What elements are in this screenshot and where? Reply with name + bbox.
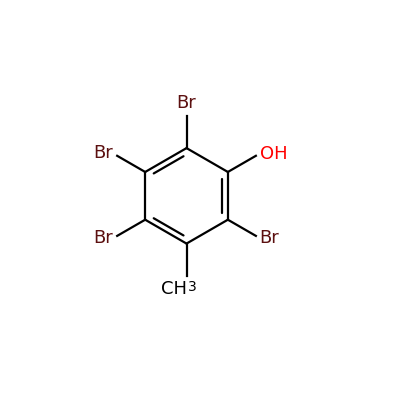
Text: Br: Br (94, 144, 114, 162)
Text: CH: CH (160, 280, 186, 298)
Text: Br: Br (177, 94, 196, 112)
Text: Br: Br (94, 229, 114, 247)
Text: 3: 3 (188, 280, 197, 294)
Text: OH: OH (260, 145, 287, 163)
Text: Br: Br (260, 229, 279, 247)
